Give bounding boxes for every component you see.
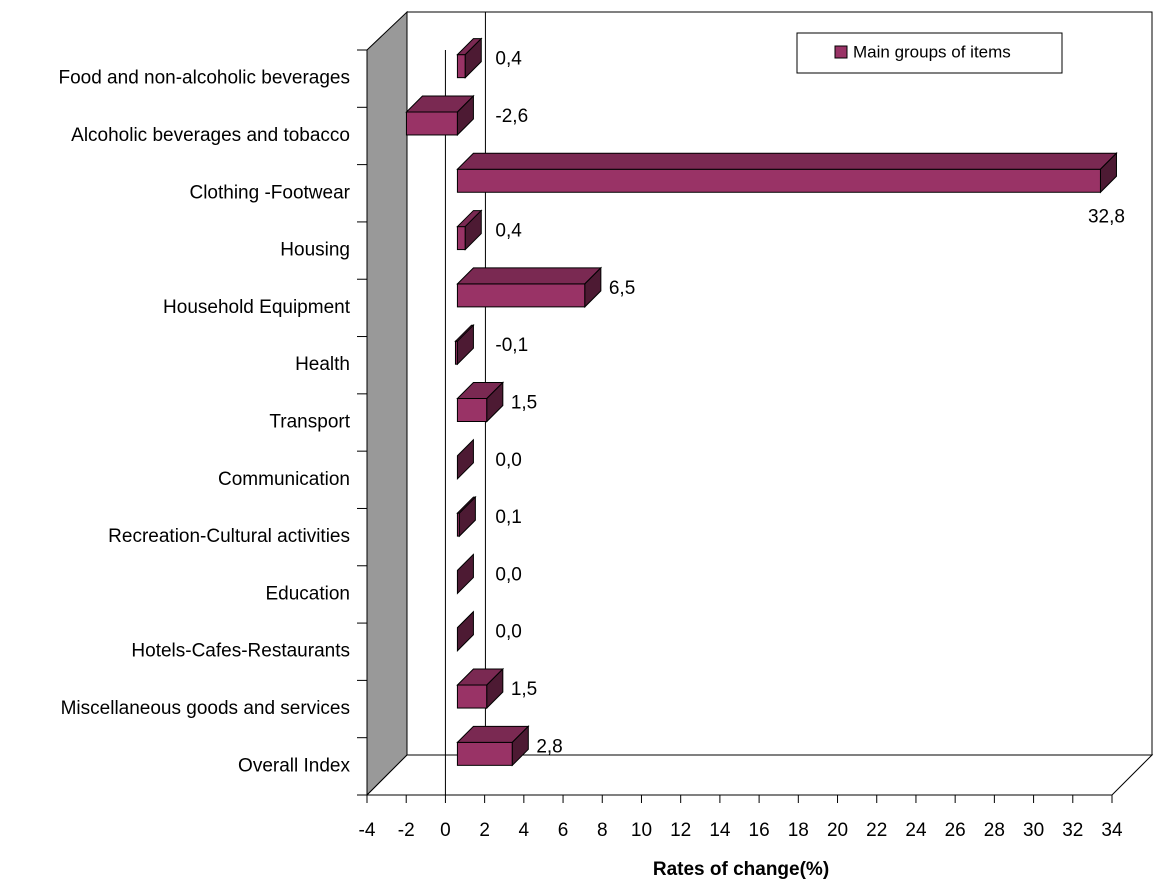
category-label: Health <box>295 354 350 375</box>
x-tick-label: 34 <box>1101 820 1123 841</box>
category-label: Food and non-alcoholic beverages <box>58 68 350 89</box>
x-tick-label: 6 <box>558 820 569 841</box>
bar-side <box>456 610 474 652</box>
bar-side <box>456 438 474 481</box>
category-label: Clothing -Footwear <box>189 182 350 203</box>
value-label: 0,0 <box>495 564 521 585</box>
bar-side <box>584 266 602 309</box>
bar-side <box>1099 152 1117 194</box>
category-label: Household Equipment <box>163 297 351 318</box>
x-tick-label: 16 <box>749 820 770 841</box>
value-label: -0,1 <box>495 335 528 356</box>
bar-side <box>511 725 529 767</box>
back-wall <box>406 11 1153 756</box>
value-label: -2,6 <box>495 106 528 127</box>
value-label: 0,0 <box>495 450 521 471</box>
x-tick-label: -2 <box>398 820 415 841</box>
value-label: 6,5 <box>609 278 635 299</box>
x-tick-label: 10 <box>631 820 652 841</box>
x-tick-label: 22 <box>866 820 887 841</box>
bar <box>456 54 466 79</box>
bar <box>405 111 458 136</box>
value-label: 0,1 <box>495 507 521 528</box>
x-tick-label: 14 <box>709 820 731 841</box>
category-label: Recreation-Cultural activities <box>108 526 350 547</box>
x-tick-label: 30 <box>1023 820 1044 841</box>
x-tick-label: 0 <box>440 820 451 841</box>
value-label: 32,8 <box>1088 206 1125 227</box>
bar <box>456 684 488 709</box>
category-label: Hotels-Cafes-Restaurants <box>131 641 350 662</box>
category-label: Transport <box>269 412 350 433</box>
x-tick-label: 28 <box>984 820 1005 841</box>
category-label: Housing <box>280 240 350 261</box>
x-tick-label: -4 <box>359 820 376 841</box>
x-tick-label: 2 <box>479 820 490 841</box>
bar-side <box>486 381 504 423</box>
side-wall <box>366 10 408 797</box>
value-label: 1,5 <box>511 679 537 700</box>
bar <box>456 398 488 422</box>
x-tick-label: 8 <box>597 820 608 841</box>
legend-label: Main groups of items <box>853 42 1011 61</box>
bar <box>456 226 466 251</box>
x-tick-label: 26 <box>945 820 966 841</box>
value-label: 0,0 <box>495 622 521 643</box>
bar-side <box>458 495 476 538</box>
category-label: Communication <box>218 469 350 490</box>
bar-side <box>486 667 504 710</box>
bar <box>456 283 586 308</box>
category-label: Overall Index <box>238 755 350 776</box>
x-tick-label: 24 <box>905 820 927 841</box>
bar-side <box>464 209 482 251</box>
bar-top <box>456 152 1118 170</box>
bar-top <box>456 267 603 285</box>
value-label: 0,4 <box>495 49 522 70</box>
x-tick-label: 4 <box>519 820 530 841</box>
bar <box>456 741 513 766</box>
category-label: Alcoholic beverages and tobacco <box>71 125 350 146</box>
x-tick-label: 20 <box>827 820 848 841</box>
value-label: 0,4 <box>495 221 522 242</box>
x-axis-title: Rates of change(%) <box>653 859 829 880</box>
bar <box>456 168 1101 193</box>
x-tick-label: 12 <box>670 820 691 841</box>
bar-side <box>456 94 474 137</box>
x-tick-label: 18 <box>788 820 809 841</box>
legend-swatch <box>834 45 848 59</box>
bar-side <box>456 323 474 366</box>
category-label: Education <box>265 583 350 604</box>
category-label: Miscellaneous goods and services <box>61 698 350 719</box>
x-tick-label: 32 <box>1062 820 1083 841</box>
bar-side <box>464 37 482 79</box>
value-label: 1,5 <box>511 393 537 414</box>
bar-side <box>456 553 474 595</box>
value-label: 2,8 <box>536 736 562 757</box>
